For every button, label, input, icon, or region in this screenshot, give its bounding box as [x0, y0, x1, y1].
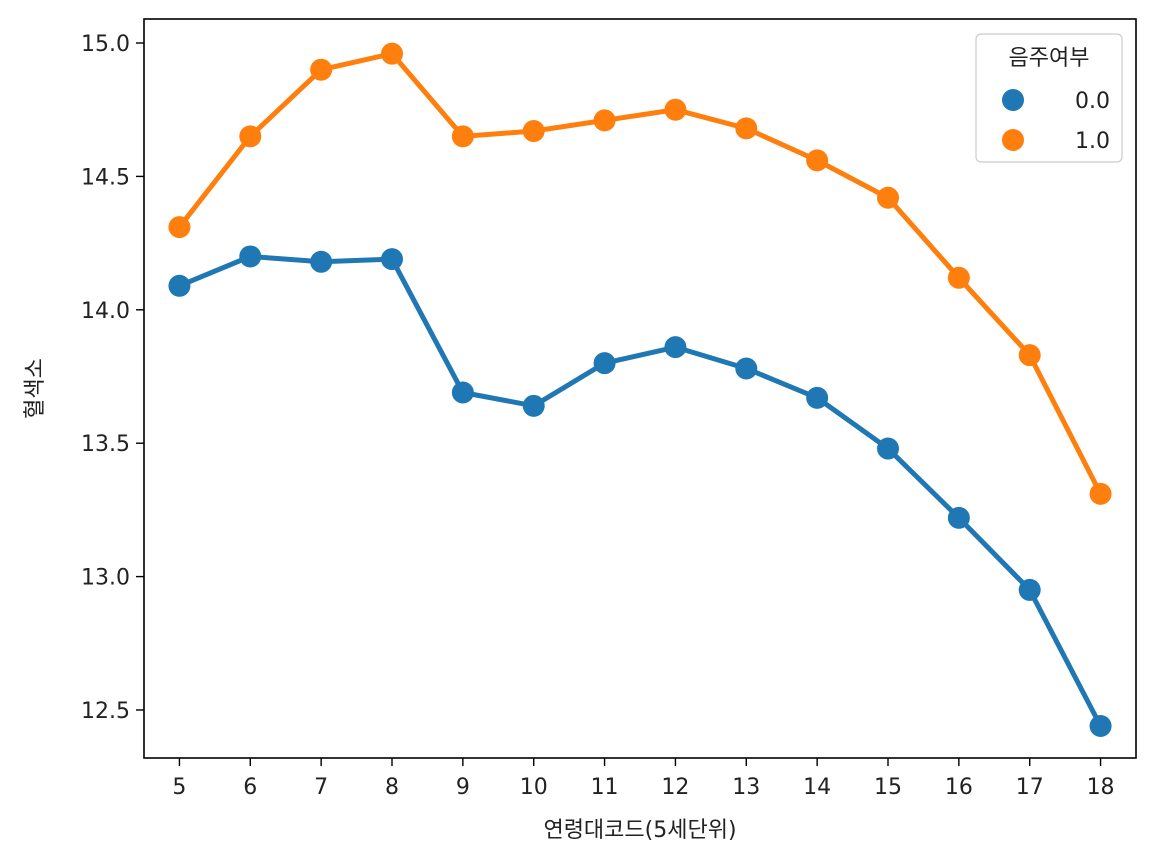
series-point-0-0	[168, 274, 191, 297]
legend-marker-1	[1002, 129, 1024, 151]
x-tick-label: 8	[385, 775, 399, 800]
x-tick-label: 5	[172, 775, 186, 800]
x-tick-label: 6	[243, 775, 257, 800]
x-tick-label: 15	[874, 775, 902, 800]
series-point-1-5	[522, 120, 545, 143]
legend-marker-0	[1002, 89, 1024, 111]
x-tick-label: 7	[314, 775, 328, 800]
x-axis-label: 연령대코드(5세단위)	[543, 818, 736, 843]
y-tick-label: 13.5	[81, 432, 130, 457]
series-point-0-9	[806, 386, 829, 409]
series-point-0-7	[664, 336, 687, 359]
series-point-1-10	[877, 186, 899, 209]
series-point-1-7	[664, 98, 687, 121]
x-tick-label: 9	[456, 775, 470, 800]
legend-label-0: 0.0	[1075, 89, 1110, 114]
plot-marks	[168, 42, 1112, 737]
series-point-0-4	[451, 381, 474, 404]
y-tick-label: 12.5	[81, 699, 130, 724]
series-point-0-10	[877, 437, 899, 460]
series-point-1-13	[1089, 482, 1112, 505]
series-point-1-6	[593, 109, 616, 132]
series-point-1-11	[947, 266, 970, 289]
series-point-0-13	[1089, 714, 1112, 737]
x-tick-label: 12	[661, 775, 689, 800]
plot-frame	[143, 18, 1137, 759]
y-axis: 12.5 13.0 13.5 14.0 14.5 15.0	[81, 32, 144, 724]
series-point-1-12	[1018, 344, 1041, 367]
series-line-1	[176, 51, 1104, 497]
legend-label-1: 1.0	[1075, 129, 1110, 154]
series-point-0-3	[381, 248, 403, 271]
series-point-0-5	[522, 394, 545, 417]
y-tick-label: 13.0	[81, 566, 130, 591]
series-point-1-1	[239, 125, 262, 148]
series-point-0-12	[1018, 578, 1041, 601]
series-point-1-9	[806, 149, 829, 172]
series-point-0-11	[947, 506, 970, 529]
series-point-1-8	[735, 117, 758, 140]
series-point-0-1	[239, 245, 262, 268]
legend-title: 음주여부	[1009, 46, 1090, 71]
series-point-1-0	[168, 216, 191, 239]
series-point-1-3	[381, 42, 403, 65]
legend: 음주여부 0.0 1.0	[975, 33, 1123, 163]
x-tick-label: 13	[732, 775, 760, 800]
y-tick-label: 15.0	[81, 32, 130, 57]
x-tick-label: 11	[591, 775, 619, 800]
y-axis-label: 혈색소	[23, 358, 48, 419]
series-point-0-8	[735, 357, 758, 380]
y-tick-label: 14.5	[81, 165, 130, 190]
x-tick-label: 16	[945, 775, 973, 800]
series-point-1-2	[310, 58, 333, 81]
x-tick-label: 17	[1016, 775, 1044, 800]
x-tick-label: 18	[1087, 775, 1115, 800]
legend-items: 0.0 1.0	[1002, 89, 1110, 154]
series-point-0-6	[593, 352, 616, 375]
series-point-0-2	[310, 250, 333, 273]
y-tick-label: 14.0	[81, 299, 130, 324]
series-point-1-4	[451, 125, 474, 148]
series-line-0	[176, 253, 1104, 729]
x-tick-label: 14	[803, 775, 831, 800]
x-axis: 5 6 7 8 9 10 11 12 13 14 15 16 17 18	[172, 758, 1115, 800]
x-tick-label: 10	[520, 775, 548, 800]
